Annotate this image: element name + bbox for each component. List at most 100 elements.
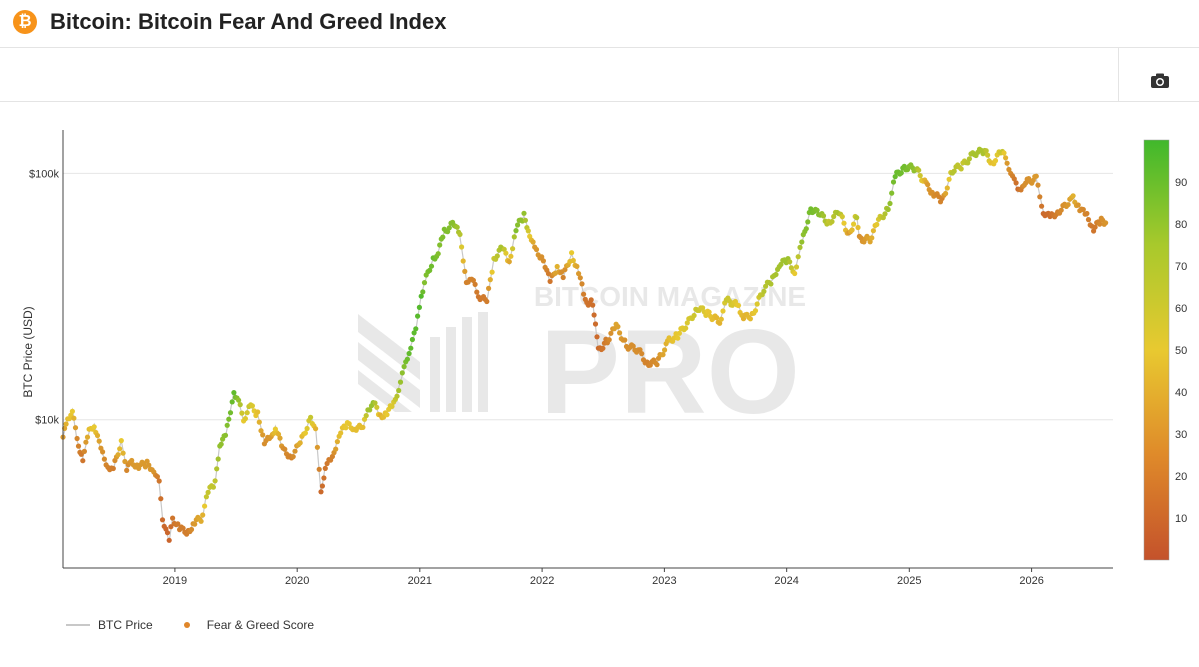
fear-greed-point [740,316,747,322]
fear-greed-point [503,250,509,256]
fear-greed-point [372,400,378,406]
chart-toolbar [0,48,1199,102]
fear-greed-point [594,334,600,340]
x-tick-label: 2021 [408,575,432,587]
fear-greed-point [703,312,709,318]
fear-greed-point [639,351,645,357]
fear-greed-point [799,239,805,245]
fear-greed-point [803,226,809,232]
fear-greed-point [917,173,923,179]
fear-greed-point [367,407,373,413]
fear-greed-point [308,414,314,420]
fear-greed-point [237,402,243,408]
fear-greed-point [231,390,237,396]
fear-greed-point [472,281,478,287]
fear-greed-point [506,259,512,265]
fear-greed-point [333,446,339,452]
fear-greed-point [793,264,800,270]
fear-greed-point [1006,166,1012,173]
fear-greed-point [778,261,784,267]
fear-greed-point [124,467,130,473]
fear-greed-point [1080,206,1086,213]
y-tick-label: $100k [29,168,59,180]
fear-greed-point [885,206,891,213]
fear-greed-point [462,268,468,274]
fear-greed-point [202,503,208,509]
fear-greed-point [144,458,150,464]
fear-greed-point [394,393,400,399]
fear-greed-point [118,438,124,444]
fear-greed-point [404,356,410,362]
fear-greed-point [958,166,964,172]
fear-greed-point [889,190,895,196]
fear-greed-point [622,337,628,343]
page-title: Bitcoin: Bitcoin Fear And Greed Index [50,9,447,34]
camera-icon[interactable] [1149,71,1171,91]
fear-greed-point [154,474,160,480]
fear-greed-point [324,460,330,467]
fear-greed-point [101,456,107,462]
fear-greed-point [539,254,545,260]
fear-greed-point [302,430,308,436]
fear-greed-point [592,321,599,327]
colorbar-tick-label: 80 [1175,219,1187,231]
fear-greed-point [418,293,424,299]
fear-greed-point [242,416,248,422]
fear-greed-point [212,478,218,484]
fear-greed-point [1084,210,1090,217]
fear-greed-point [637,347,643,353]
fear-greed-point [515,222,521,228]
fear-greed-point [399,370,405,376]
fear-greed-point [814,207,820,213]
fear-greed-point [1023,180,1029,186]
x-tick-label: 2023 [652,575,676,587]
fear-greed-point [435,251,441,257]
fear-greed-point [839,214,845,220]
fear-greed-point [849,227,855,233]
fear-greed-point [457,231,463,237]
fear-greed-point [851,221,857,227]
legend-item-price[interactable]: BTC Price [66,618,153,632]
fear-greed-point [882,211,888,217]
x-tick-label: 2022 [530,575,554,587]
fear-greed-point [720,308,726,314]
fear-greed-point [474,289,480,295]
fear-greed-point [841,220,847,226]
fear-greed-point [829,219,835,225]
fear-greed-point [411,330,417,336]
fear-greed-point [321,475,327,481]
fear-greed-point [1097,221,1103,227]
fear-greed-point [427,267,433,273]
colorbar-tick-label: 40 [1175,387,1187,399]
fear-greed-point [700,305,706,311]
fear-greed-point [460,258,466,264]
fear-greed-point [226,416,232,422]
fear-greed-point [946,176,952,182]
colorbar-tick-label: 10 [1175,513,1187,525]
fear-greed-point [1003,155,1009,161]
x-tick-label: 2025 [897,575,921,587]
fear-greed-point [122,458,128,465]
fear-greed-point [329,453,335,460]
fear-greed-point [389,403,395,409]
fear-greed-point [1065,202,1071,208]
fear-greed-point [428,263,435,269]
fear-greed-point [617,330,623,336]
fear-greed-point [83,439,89,445]
fear-greed-point [1011,176,1017,182]
x-tick-label: 2024 [774,575,798,587]
fear-greed-point [470,277,476,283]
fear-greed-point [831,213,837,220]
fear-greed-point [887,200,893,207]
legend-item-score[interactable]: Fear & Greed Score [175,618,314,632]
fear-greed-point [747,316,754,322]
bitcoin-logo-icon: ₿ [13,10,37,34]
fear-greed-point [726,298,733,304]
fear-greed-point [944,185,950,191]
fear-greed-point [1092,224,1098,230]
fear-greed-point [346,421,352,427]
fear-greed-point [236,397,242,403]
x-axis-ticks: 2019 2020 2021 2022 2023 2024 2025 2026 [163,568,1044,587]
colorbar [1143,139,1170,561]
fear-greed-point [985,152,991,158]
